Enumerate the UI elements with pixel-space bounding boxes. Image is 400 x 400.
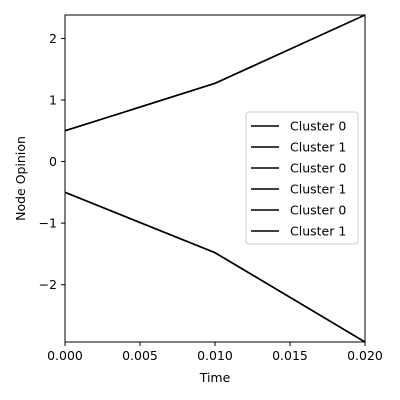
y-tick-label: 0 xyxy=(49,154,57,169)
legend-entry-label: Cluster 1 xyxy=(290,224,346,239)
legend-entry-label: Cluster 1 xyxy=(290,140,346,155)
x-tick-label: 0.010 xyxy=(197,348,233,363)
series-line-5 xyxy=(64,191,366,343)
legend-box xyxy=(245,111,359,245)
y-tick-label: −1 xyxy=(39,216,57,231)
x-axis-ticks: 0.000 0.005 0.010 0.015 0.020 xyxy=(47,342,383,363)
x-tick-label: 0.015 xyxy=(272,348,308,363)
legend-entry-label: Cluster 1 xyxy=(290,182,346,197)
legend: Cluster 0 Cluster 1 Cluster 0 Cluster 1 Clus… xyxy=(245,111,359,245)
x-tick-label: 0.020 xyxy=(347,348,383,363)
legend-entry-label: Cluster 0 xyxy=(290,161,346,176)
x-tick-label: 0.000 xyxy=(47,348,83,363)
series-lines xyxy=(64,14,366,343)
legend-entry-label: Cluster 0 xyxy=(290,119,346,134)
legend-entry-label: Cluster 0 xyxy=(290,203,346,218)
y-tick-label: 2 xyxy=(49,31,57,46)
y-tick-label: 1 xyxy=(49,92,57,107)
x-axis-label: Time xyxy=(199,370,231,385)
y-axis-ticks: −2 −1 0 1 2 xyxy=(39,31,65,292)
x-tick-label: 0.005 xyxy=(122,348,158,363)
y-tick-label: −2 xyxy=(39,277,57,292)
y-axis-label: Node Opinion xyxy=(13,136,28,221)
series-line-4 xyxy=(64,14,366,132)
